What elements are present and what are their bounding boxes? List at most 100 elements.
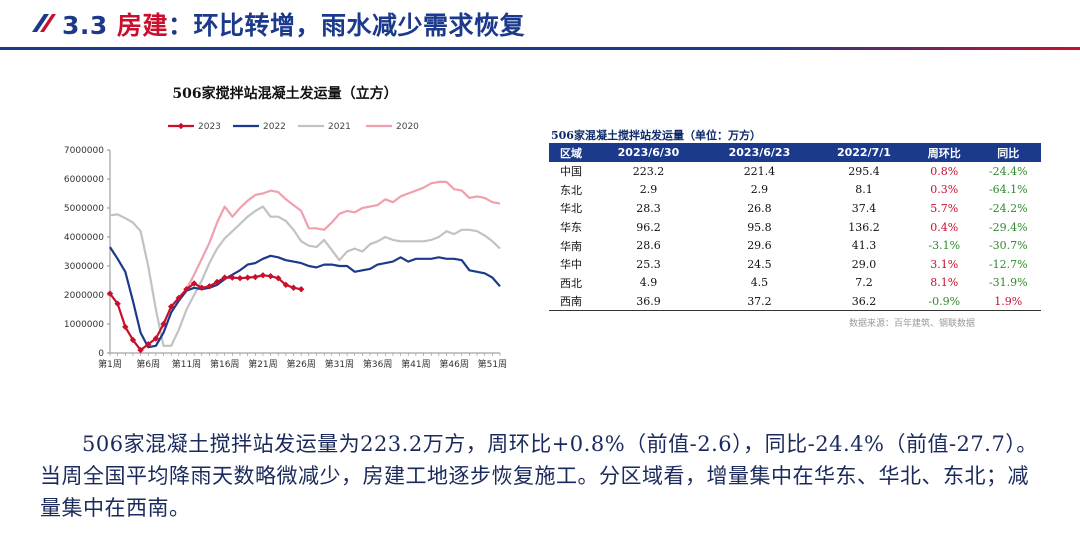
yoy-cell: -24.2% (988, 201, 1028, 215)
series-line-2022 (109, 246, 501, 349)
region-cell: 东北 (559, 183, 582, 197)
data-point-2023 (137, 346, 144, 354)
x-tick-label: 第1周 (98, 358, 122, 370)
wow-cell: -3.1% (928, 239, 961, 253)
y-tick-label: 2000000 (64, 291, 104, 301)
x-tick-label: 第31周 (325, 358, 354, 370)
legend-label: 2023 (198, 122, 221, 132)
value-cell: 28.3 (636, 201, 661, 215)
yoy-cell: -29.4% (988, 220, 1028, 234)
region-cell: 中国 (559, 165, 582, 179)
x-tick-label: 第21周 (248, 358, 277, 370)
x-tick-label: 第46周 (439, 358, 468, 370)
y-tick-label: 5000000 (64, 204, 104, 214)
data-point-2023 (259, 272, 267, 279)
data-point-2023 (129, 336, 137, 344)
value-cell: 223.2 (632, 164, 665, 178)
data-point-2023 (175, 294, 183, 302)
header-cell: 2022/7/1 (814, 143, 913, 162)
value-cell: 29.0 (851, 257, 877, 271)
line-chart: 7000000 6000000 5000000 4000000 3000000 20000… (50, 75, 520, 385)
series-line-2021 (109, 205, 501, 347)
value-cell: 24.5 (747, 257, 772, 271)
brand-slash-icon (32, 14, 56, 32)
table-row: 西北 4.9 4.5 7.2 8.1% -31.9% (549, 274, 1041, 293)
y-tick-label: 3000000 (64, 262, 104, 272)
slide-title: 3.3 房建：环比转增，雨水减少需求恢复 (62, 6, 525, 42)
data-point-2023 (206, 283, 213, 290)
legend-marker-2023 (177, 122, 185, 130)
region-cell: 华北 (559, 202, 582, 216)
yoy-cell: 1.9% (975, 292, 1041, 312)
header-cell: 2023/6/30 (592, 143, 704, 162)
value-cell: 2.9 (639, 183, 658, 197)
table-row: 华北 28.3 26.8 37.4 5.7% -24.2% (549, 199, 1041, 218)
table-row: 华中 25.3 24.5 29.0 3.1% -12.7% (549, 255, 1041, 274)
value-cell: 4.5 (750, 276, 769, 290)
legend-label: 2021 (328, 122, 351, 132)
data-point-2023 (114, 300, 121, 307)
legend-label: 2020 (396, 122, 419, 132)
header-divider (0, 47, 1080, 50)
x-tick-label: 第16周 (210, 358, 239, 370)
data-point-2023 (275, 274, 282, 282)
value-cell: 26.8 (747, 201, 772, 215)
slide-header: 3.3 房建：环比转增，雨水减少需求恢复 (0, 0, 1080, 52)
x-tick-label: 第11周 (172, 358, 201, 370)
header-cell: 同比 (975, 143, 1041, 162)
value-cell: 4.9 (639, 276, 658, 290)
region-cell: 西南 (549, 292, 593, 312)
regional-shipment-table: 区域 2023/6/30 2023/6/23 2022/7/1 周环比 同比 中… (549, 143, 1041, 312)
value-cell: 41.3 (851, 239, 877, 253)
x-tick-label: 第41周 (401, 358, 430, 370)
region-cell: 西北 (559, 276, 582, 290)
chart-title: 506家搅拌站混凝土发运量（立方） (172, 86, 398, 102)
data-point-2023 (106, 290, 114, 297)
wow-cell: 3.1% (930, 257, 959, 271)
wow-cell: 0.8% (930, 164, 959, 178)
data-point-2023 (160, 320, 167, 328)
wow-cell: -0.9% (912, 292, 976, 312)
data-point-2023 (229, 274, 236, 281)
data-point-2023 (267, 272, 274, 280)
wow-cell: 0.3% (930, 183, 959, 197)
y-tick-label: 0 (98, 349, 104, 359)
x-tick-label: 第36周 (363, 358, 392, 370)
header-cell: 2023/6/23 (703, 143, 815, 162)
value-cell: 7.2 (855, 276, 873, 290)
title-accent: 房建 (117, 11, 169, 40)
wow-cell: 0.4% (930, 220, 959, 234)
region-cell: 华南 (559, 239, 582, 253)
data-point-2023 (213, 278, 221, 286)
value-cell: 2.9 (750, 183, 769, 197)
section-number: 3.3 (62, 11, 108, 40)
value-cell: 37.2 (703, 292, 815, 312)
table-header-row: 区域 2023/6/30 2023/6/23 2022/7/1 周环比 同比 (549, 143, 1041, 162)
yoy-cell: -24.4% (988, 164, 1028, 178)
yoy-cell: -64.1% (988, 183, 1028, 197)
data-point-2023 (183, 286, 190, 293)
region-cell: 华东 (559, 221, 582, 235)
value-cell: 29.6 (747, 239, 772, 253)
data-point-2023 (252, 273, 259, 281)
header-cell: 区域 (549, 143, 593, 162)
value-cell: 136.2 (848, 220, 880, 234)
header-cell: 周环比 (912, 143, 976, 162)
series-line-2023 (109, 274, 302, 352)
x-tick-label: 第6周 (136, 358, 160, 370)
summary-text: 506家混凝土搅拌站发运量为223.2万方，周环比+0.8%（前值-2.6），同… (40, 432, 1038, 520)
value-cell: 36.9 (592, 292, 704, 312)
data-point-2023 (236, 274, 244, 282)
y-tick-label: 7000000 (64, 146, 104, 156)
table-row: 华南 28.6 29.6 41.3 -3.1% -30.7% (549, 236, 1041, 255)
x-tick-label: 第51周 (478, 358, 507, 370)
value-cell: 37.4 (851, 201, 877, 215)
table-row: 中国 223.2 221.4 295.4 0.8% -24.4% (549, 162, 1041, 181)
data-point-2023 (145, 341, 152, 348)
x-tick-label: 第26周 (286, 358, 315, 370)
data-point-2023 (221, 274, 228, 281)
data-point-2023 (190, 280, 198, 287)
yoy-cell: -12.7% (988, 257, 1028, 271)
y-tick-label: 1000000 (64, 320, 104, 330)
title-rest: ：环比转增，雨水减少需求恢复 (168, 11, 526, 40)
